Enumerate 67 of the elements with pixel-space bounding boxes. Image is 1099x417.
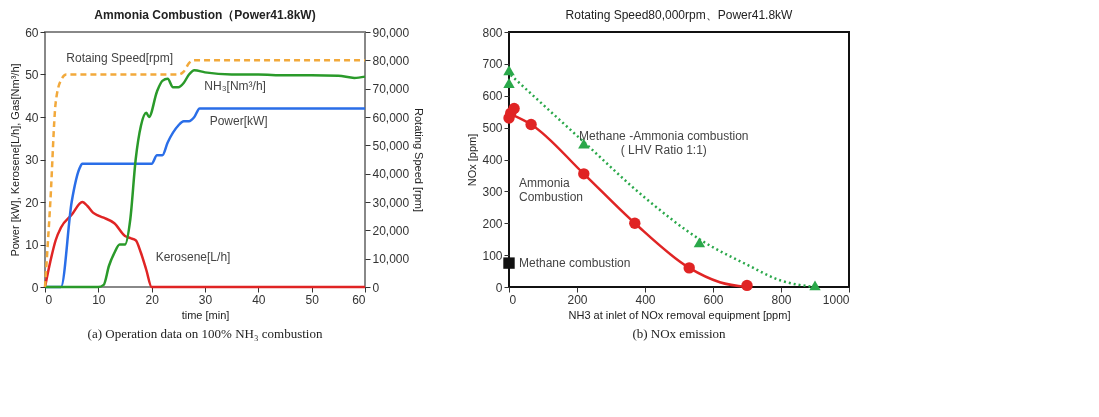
point: [525, 118, 537, 131]
x-tick-label: 10: [92, 292, 106, 307]
chart-title: Ammonia Combustion（Power41.8kW): [94, 8, 316, 22]
y-tick-label: 300: [482, 184, 503, 199]
y2-tick-label: 60,000: [372, 110, 410, 125]
y-tick-label: 800: [482, 25, 503, 40]
point: [578, 168, 590, 180]
x-tick-label: 600: [703, 292, 724, 307]
y-tick-label: 0: [495, 280, 503, 295]
x-tick-label: 400: [635, 292, 656, 307]
x-axis-title: time [min]: [181, 308, 230, 321]
y2-tick-label: 10,000: [372, 252, 410, 267]
y-tick-label: 400: [482, 153, 503, 167]
line-series: [43, 200, 367, 289]
y2-tick-label: 50,000: [372, 138, 410, 153]
y-tick-label: 30: [25, 153, 39, 167]
series-label: Rotaing Speed[rpm]: [66, 50, 174, 65]
y-tick-label: 200: [482, 216, 503, 231]
x-tick-label: 50: [305, 292, 320, 307]
point: [693, 237, 706, 248]
y2-tick-label: 20,000: [372, 223, 410, 238]
x-axis-title: NH3 at inlet of NOx removal equipment [ppm]: [568, 308, 791, 321]
point: [503, 65, 515, 76]
point: [809, 280, 821, 291]
point: [503, 257, 515, 269]
y-axis-title: Power [kW], Kerosene[L/h], Gas[Nm³/h]: [9, 63, 22, 257]
x-tick-label: 1000: [822, 292, 850, 307]
y-tick-label: 0: [31, 280, 39, 295]
series-label: Methane -Ammonia combustion ( LHV Ratio 1:1): [579, 128, 749, 157]
series-label: Power[kW]: [209, 113, 268, 128]
y-axis-title: NOx [ppm]: [466, 133, 479, 187]
point: [508, 102, 520, 115]
y-tick-label: 100: [482, 248, 503, 263]
y2-tick-label: 80,000: [372, 53, 410, 68]
y-tick-label: 10: [25, 238, 39, 252]
series-label: Methane combustion: [519, 256, 631, 271]
y-tick-label: 20: [25, 195, 39, 210]
series-label: Kerosene[L/h]: [155, 250, 231, 265]
text: (b) NOx emission: [632, 326, 727, 341]
y-tick-label: 60: [25, 25, 39, 40]
point: [683, 262, 695, 274]
y2-tick-label: 70,000: [372, 82, 410, 97]
x-tick-label: 30: [198, 292, 213, 307]
x-tick-label: 20: [145, 292, 160, 307]
series-label: Ammonia Combustion: [519, 176, 584, 205]
y-tick-label: 50: [25, 68, 39, 82]
y2-axis-title: Rotating Speed [rpm]: [413, 108, 426, 212]
y2-tick-label: 90,000: [372, 25, 410, 40]
y-tick-label: 600: [482, 89, 503, 104]
x-tick-label: 0: [509, 292, 517, 307]
y-tick-label: 700: [482, 57, 503, 72]
y2-tick-label: 0: [372, 280, 380, 295]
x-tick-label: 200: [567, 292, 588, 307]
point: [503, 78, 515, 88]
y-tick-label: 40: [25, 110, 39, 125]
point: [741, 279, 753, 292]
y-tick-label: 500: [482, 121, 503, 136]
x-tick-label: 40: [252, 292, 266, 307]
x-tick-label: 60: [352, 292, 366, 307]
text: (a) Operation data on 100% NH₃ combustion: [87, 326, 323, 341]
y2-tick-label: 30,000: [372, 195, 410, 210]
point: [629, 217, 641, 229]
x-tick-label: 800: [771, 292, 792, 307]
series-label: NH₃[Nm³/h]: [204, 79, 266, 94]
chart-title: Rotating Speed80,000rpm、Power41.8kW: [565, 8, 794, 22]
x-tick-label: 0: [45, 292, 53, 307]
y2-tick-label: 40,000: [372, 167, 410, 182]
